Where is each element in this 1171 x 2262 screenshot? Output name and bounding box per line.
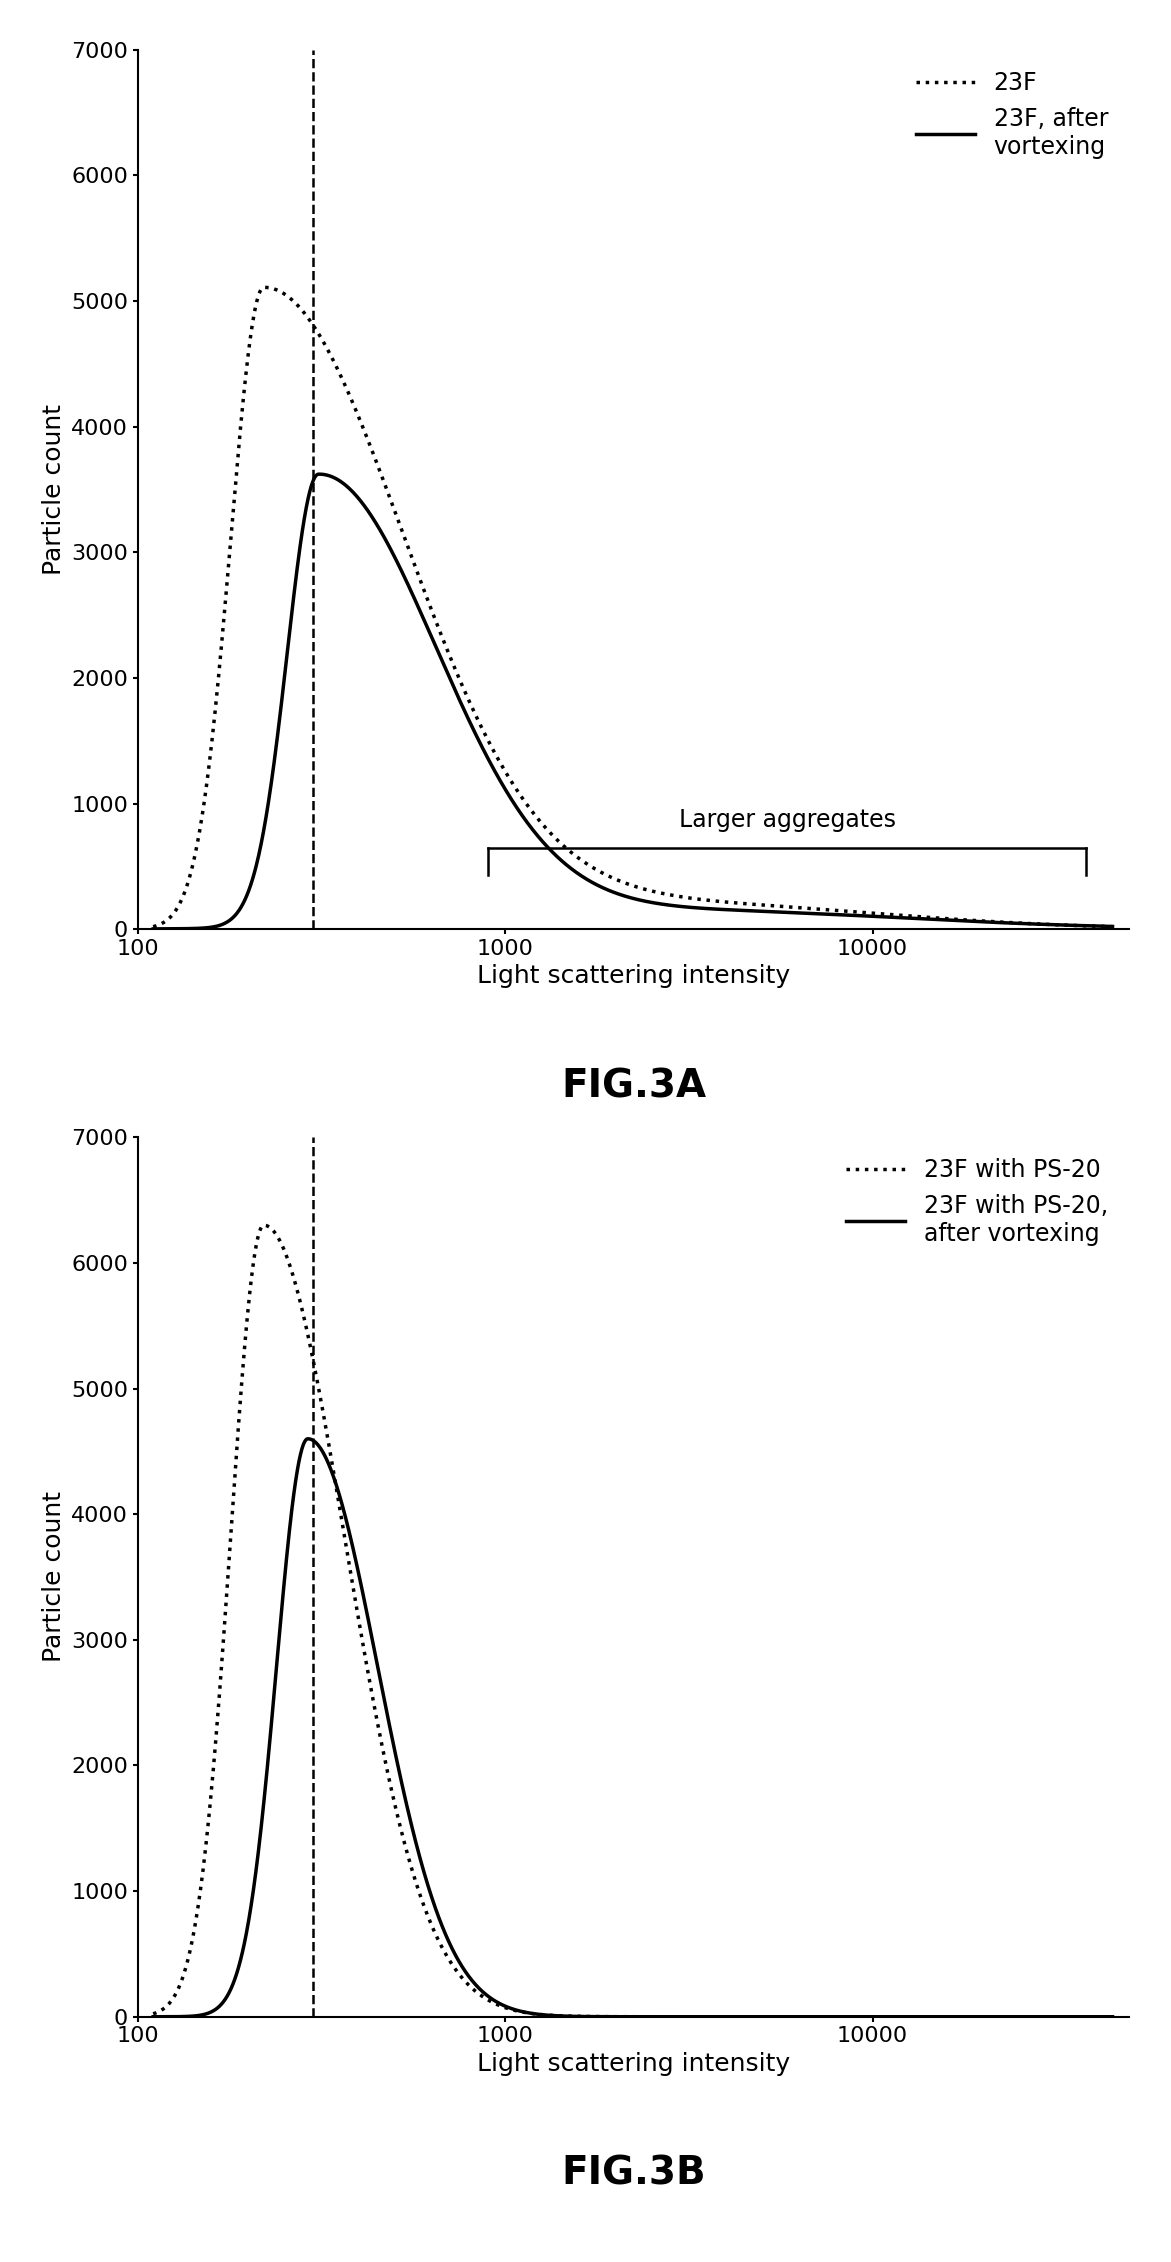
23F with PS-20 [1077, 2004, 1091, 2031]
Line: 23F, after
vortexing: 23F, after vortexing [153, 475, 1112, 930]
23F with PS-20,
after vortexing [614, 2004, 628, 2031]
23F with PS-20 [614, 2004, 628, 2031]
23F [146, 914, 160, 941]
23F with PS-20 [196, 1864, 210, 1891]
23F [256, 274, 271, 301]
23F with PS-20,
after vortexing [902, 2004, 916, 2031]
23F with PS-20 [1078, 2004, 1093, 2031]
23F with PS-20,
after vortexing [146, 2004, 160, 2031]
Text: FIG.3B: FIG.3B [561, 2156, 706, 2192]
23F with PS-20,
after vortexing [196, 2002, 210, 2029]
23F [196, 803, 210, 830]
X-axis label: Light scattering intensity: Light scattering intensity [477, 964, 790, 988]
23F, after
vortexing [1077, 912, 1091, 939]
23F with PS-20 [902, 2004, 916, 2031]
23F with PS-20 [1105, 2004, 1119, 2031]
23F, after
vortexing [1078, 912, 1093, 939]
23F [1077, 912, 1091, 939]
23F with PS-20,
after vortexing [588, 2004, 602, 2031]
Legend: 23F, 23F, after
vortexing: 23F, 23F, after vortexing [906, 61, 1117, 167]
X-axis label: Light scattering intensity: Light scattering intensity [477, 2052, 790, 2077]
23F with PS-20 [256, 1212, 271, 1240]
Text: Larger aggregates: Larger aggregates [678, 808, 896, 832]
23F, after
vortexing [313, 461, 327, 489]
23F [1105, 914, 1119, 941]
Y-axis label: Particle count: Particle count [42, 405, 66, 575]
23F with PS-20 [146, 2000, 160, 2027]
23F, after
vortexing [902, 905, 916, 932]
23F with PS-20 [588, 2002, 602, 2029]
23F, after
vortexing [196, 914, 210, 941]
23F [614, 869, 628, 896]
Line: 23F with PS-20,
after vortexing: 23F with PS-20, after vortexing [153, 1439, 1112, 2018]
23F [902, 903, 916, 930]
Legend: 23F with PS-20, 23F with PS-20,
after vortexing: 23F with PS-20, 23F with PS-20, after vo… [836, 1149, 1117, 1255]
Line: 23F with PS-20: 23F with PS-20 [153, 1226, 1112, 2018]
23F, after
vortexing [146, 916, 160, 943]
23F [1078, 912, 1093, 939]
23F with PS-20,
after vortexing [1105, 2004, 1119, 2031]
Line: 23F: 23F [153, 287, 1112, 927]
23F with PS-20,
after vortexing [1078, 2004, 1093, 2031]
23F, after
vortexing [614, 880, 628, 907]
23F, after
vortexing [588, 871, 602, 898]
23F, after
vortexing [1105, 914, 1119, 941]
23F with PS-20,
after vortexing [301, 1425, 315, 1452]
23F with PS-20,
after vortexing [1077, 2004, 1091, 2031]
Text: FIG.3A: FIG.3A [561, 1068, 706, 1106]
Y-axis label: Particle count: Particle count [42, 1491, 66, 1663]
23F [588, 855, 602, 882]
